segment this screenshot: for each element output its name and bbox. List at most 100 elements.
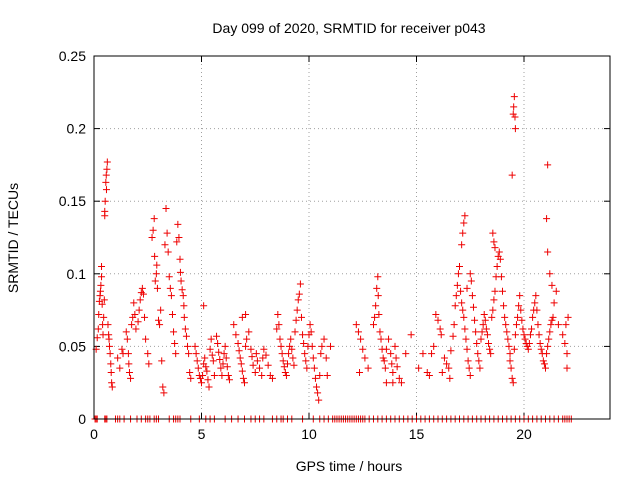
data-point — [364, 364, 372, 372]
data-point — [462, 335, 470, 343]
data-point — [132, 325, 140, 333]
data-point — [562, 321, 570, 329]
data-point — [118, 345, 126, 353]
data-point — [517, 306, 525, 314]
data-point — [474, 350, 482, 358]
data-point — [252, 350, 260, 358]
data-point — [542, 364, 549, 372]
data-point — [425, 371, 433, 379]
data-point — [520, 331, 528, 339]
chart-title: Day 099 of 2020, SRMTID for receiver p04… — [212, 20, 485, 36]
data-point — [101, 207, 109, 215]
data-point — [203, 367, 211, 375]
data-point — [460, 219, 468, 227]
data-point — [224, 371, 232, 379]
data-point — [540, 360, 548, 368]
data-point — [460, 313, 468, 321]
data-point — [128, 321, 136, 329]
data-point — [512, 321, 520, 329]
data-point — [181, 325, 189, 333]
data-point — [177, 277, 185, 285]
data-point — [152, 270, 160, 278]
data-point — [292, 316, 300, 324]
data-point — [359, 345, 367, 353]
data-point — [281, 369, 289, 377]
data-point — [419, 350, 427, 358]
data-point — [463, 284, 471, 292]
data-point — [160, 389, 168, 397]
data-point — [108, 379, 116, 387]
data-point — [186, 369, 194, 377]
data-point — [205, 383, 213, 391]
data-point — [180, 313, 188, 321]
data-point — [559, 331, 567, 339]
data-point — [221, 342, 229, 350]
y-tick-labels: 0 0.05 0.1 0.15 0.2 0.25 — [59, 48, 86, 427]
data-point — [100, 313, 108, 321]
data-point — [379, 354, 387, 362]
data-point — [554, 321, 562, 329]
data-point — [208, 351, 216, 359]
data-point — [193, 357, 201, 365]
data-point — [327, 342, 334, 350]
data-point — [274, 310, 282, 318]
data-point — [548, 281, 556, 289]
data-point — [232, 331, 240, 339]
data-point — [546, 270, 554, 278]
data-point — [168, 310, 176, 318]
data-point — [388, 360, 396, 368]
data-point — [242, 310, 250, 318]
data-point — [458, 299, 466, 307]
data-point — [116, 364, 124, 372]
data-point — [458, 241, 466, 249]
data-point — [105, 342, 113, 350]
x-tick-labels: 0 5 10 15 20 — [90, 426, 532, 442]
data-point — [525, 339, 533, 347]
data-point — [452, 292, 460, 300]
data-point — [402, 350, 410, 358]
data-point — [506, 357, 514, 365]
data-point — [247, 345, 255, 353]
data-point — [306, 321, 314, 329]
data-point — [389, 369, 397, 377]
data-point — [230, 321, 238, 329]
data-point — [302, 357, 310, 365]
data-point — [534, 321, 542, 329]
x-tick-label: 15 — [409, 426, 425, 442]
data-point — [218, 371, 226, 379]
data-point — [322, 354, 330, 362]
data-point — [166, 284, 174, 292]
data-point — [167, 292, 175, 300]
data-point — [182, 332, 190, 340]
data-point — [385, 335, 393, 343]
data-point — [260, 345, 268, 353]
data-point — [144, 350, 152, 358]
data-point — [310, 364, 318, 372]
data-point — [521, 335, 529, 343]
data-point — [125, 360, 133, 368]
data-point — [393, 363, 401, 371]
data-point — [374, 292, 382, 300]
data-point — [392, 354, 400, 362]
data-point — [264, 361, 272, 369]
data-point — [464, 357, 472, 365]
data-point — [287, 335, 295, 343]
data-point — [434, 316, 442, 324]
data-point — [100, 296, 108, 304]
data-point — [159, 383, 167, 391]
data-point — [372, 302, 380, 310]
data-point — [153, 284, 161, 292]
data-point — [174, 220, 182, 228]
data-point — [532, 292, 540, 300]
data-point — [94, 325, 102, 333]
data-point — [185, 350, 193, 358]
data-point — [449, 332, 457, 340]
data-point — [487, 350, 495, 358]
data-point — [284, 360, 291, 368]
data-point — [395, 374, 403, 382]
data-point — [361, 354, 369, 362]
data-point — [308, 342, 316, 350]
data-point — [285, 350, 293, 358]
data-point — [219, 360, 227, 368]
